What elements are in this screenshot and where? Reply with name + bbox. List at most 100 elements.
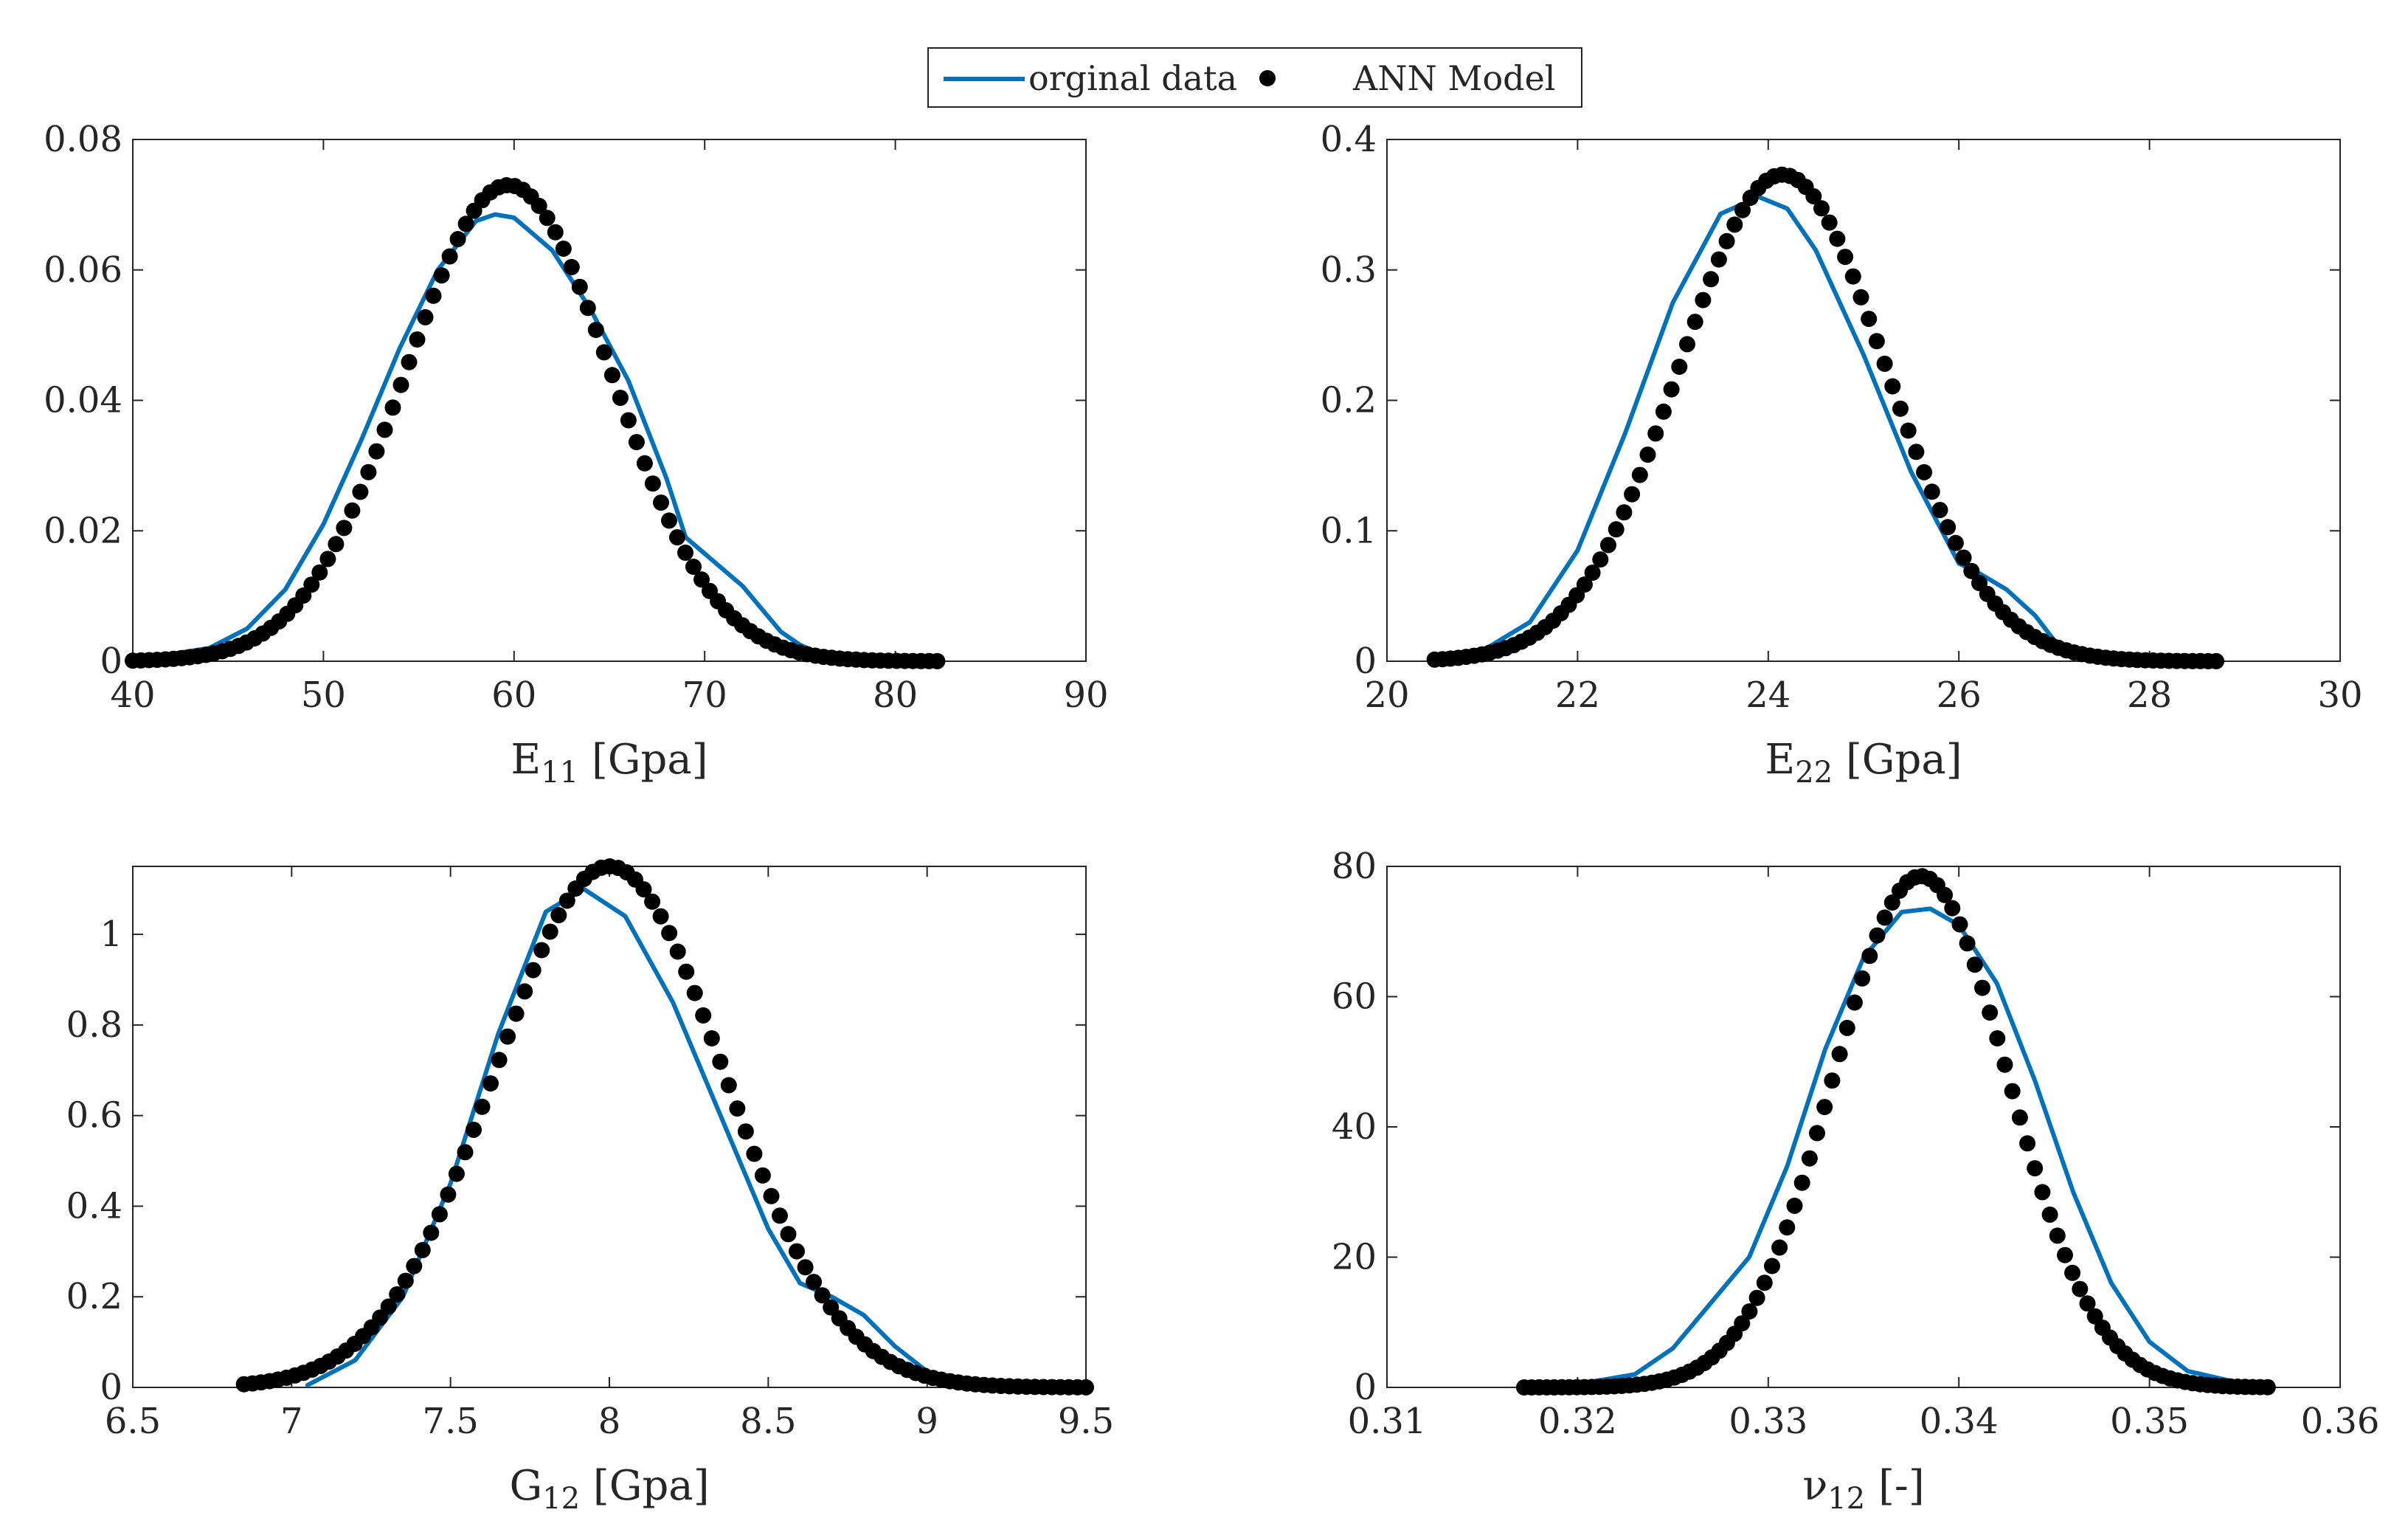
ann-marker	[311, 564, 328, 581]
ann-marker	[620, 412, 637, 429]
y-tick-label: 0.2	[66, 1276, 122, 1317]
ann-marker	[737, 1123, 754, 1140]
ann-marker	[555, 241, 572, 257]
ann-marker	[441, 248, 458, 265]
y-tick-label: 0.08	[44, 119, 122, 160]
ann-marker	[1764, 1258, 1780, 1274]
ann-marker	[1726, 216, 1743, 233]
y-tick-label: 0.4	[66, 1185, 122, 1227]
x-tick-label: 90	[1063, 675, 1108, 716]
ann-marker	[558, 892, 575, 909]
ann-marker	[677, 544, 693, 561]
ann-marker	[1824, 1072, 1841, 1089]
x-tick-label: 0.32	[1538, 1401, 1617, 1442]
ann-marker	[1756, 1274, 1773, 1291]
ann-marker	[389, 1286, 406, 1303]
ann-marker	[491, 1052, 508, 1069]
ann-marker	[1584, 565, 1601, 581]
ann-marker	[516, 983, 533, 1000]
legend-marker-swatch	[1259, 70, 1276, 86]
ann-marker	[587, 322, 604, 338]
ann-marker	[449, 231, 466, 247]
ann-marker	[2259, 1379, 2276, 1396]
ann-marker	[1686, 314, 1703, 331]
y-tick-label: 60	[1332, 976, 1377, 1018]
ann-marker	[628, 434, 645, 451]
ann-marker	[1974, 979, 1990, 996]
x-tick-label: 0.31	[1348, 1401, 1427, 1442]
ann-marker	[1963, 562, 1980, 579]
y-tick-label: 0	[100, 641, 122, 682]
x-tick-label: 50	[301, 675, 346, 716]
ann-marker	[1837, 249, 1854, 266]
ann-marker	[746, 1145, 763, 1162]
ann-marker	[1793, 1174, 1810, 1191]
x-axis-label-unit: [Gpa]	[580, 1462, 709, 1510]
ann-marker	[1900, 422, 1917, 439]
ann-marker	[579, 300, 596, 317]
ann-marker	[1846, 994, 1863, 1011]
ann-marker	[1996, 1056, 2013, 1073]
x-axis-label-unit: [Gpa]	[578, 736, 707, 784]
x-axis-label: ν12 [-]	[1802, 1462, 1924, 1516]
ann-marker	[425, 287, 442, 304]
ann-marker	[669, 943, 686, 960]
ann-marker	[1868, 333, 1885, 350]
ann-marker	[319, 551, 336, 568]
x-tick-label: 40	[110, 675, 155, 716]
ann-marker	[2034, 1184, 2051, 1201]
x-axis-label-unit: [-]	[1865, 1462, 1924, 1510]
ann-marker	[1734, 1315, 1751, 1332]
ann-marker	[1801, 1150, 1818, 1167]
ann-marker	[929, 652, 946, 669]
y-tick-label: 1	[100, 914, 122, 955]
ann-marker	[780, 1226, 797, 1243]
ann-marker	[1940, 519, 1957, 536]
x-axis-label-main: E	[1765, 736, 1795, 784]
y-tick-label: 40	[1332, 1106, 1377, 1148]
ann-marker	[457, 215, 474, 232]
y-tick-label: 0	[1354, 641, 1377, 682]
axes-box	[132, 866, 1087, 1388]
ann-marker	[1741, 1303, 1758, 1320]
ann-marker	[595, 344, 612, 361]
ann-marker	[344, 502, 361, 519]
y-tick-label: 0.6	[66, 1095, 122, 1136]
ann-marker	[1816, 1099, 1833, 1116]
ann-marker	[1655, 403, 1672, 420]
ann-marker	[336, 520, 353, 537]
legend: orginal data ANN Model	[927, 47, 1582, 108]
ann-marker	[685, 559, 702, 575]
ann-marker	[1861, 311, 1878, 328]
x-axis-label-main: ν	[1802, 1462, 1827, 1510]
x-tick-label: 0.33	[1729, 1401, 1807, 1442]
x-axis-label: E22 [Gpa]	[1765, 736, 1962, 790]
ann-marker	[636, 455, 653, 472]
ann-marker	[797, 1259, 814, 1276]
ann-marker	[392, 376, 409, 393]
ann-marker	[1592, 551, 1609, 568]
ann-marker	[644, 475, 661, 492]
ann-marker	[539, 210, 556, 227]
series-markers-ann-model	[1426, 166, 2224, 669]
series-markers-ann-model	[235, 858, 1094, 1396]
ann-marker	[712, 1053, 729, 1070]
ann-marker	[653, 494, 669, 511]
y-tick-label: 0.8	[66, 1004, 122, 1046]
ann-marker	[406, 1258, 423, 1274]
ann-marker	[571, 278, 588, 295]
x-axis-label-unit: [Gpa]	[1833, 736, 1962, 784]
x-tick-label: 28	[2127, 675, 2172, 716]
ann-marker	[466, 1121, 482, 1138]
ann-marker	[433, 267, 450, 284]
ann-marker	[2004, 1083, 2021, 1100]
ann-marker	[661, 512, 677, 529]
ann-marker	[754, 1167, 771, 1184]
y-tick-label: 0	[1354, 1367, 1377, 1408]
ann-marker	[652, 908, 669, 925]
ann-marker	[1947, 534, 1964, 551]
ann-marker	[508, 1005, 525, 1022]
ann-marker	[525, 962, 542, 979]
ann-marker	[1892, 400, 1909, 417]
